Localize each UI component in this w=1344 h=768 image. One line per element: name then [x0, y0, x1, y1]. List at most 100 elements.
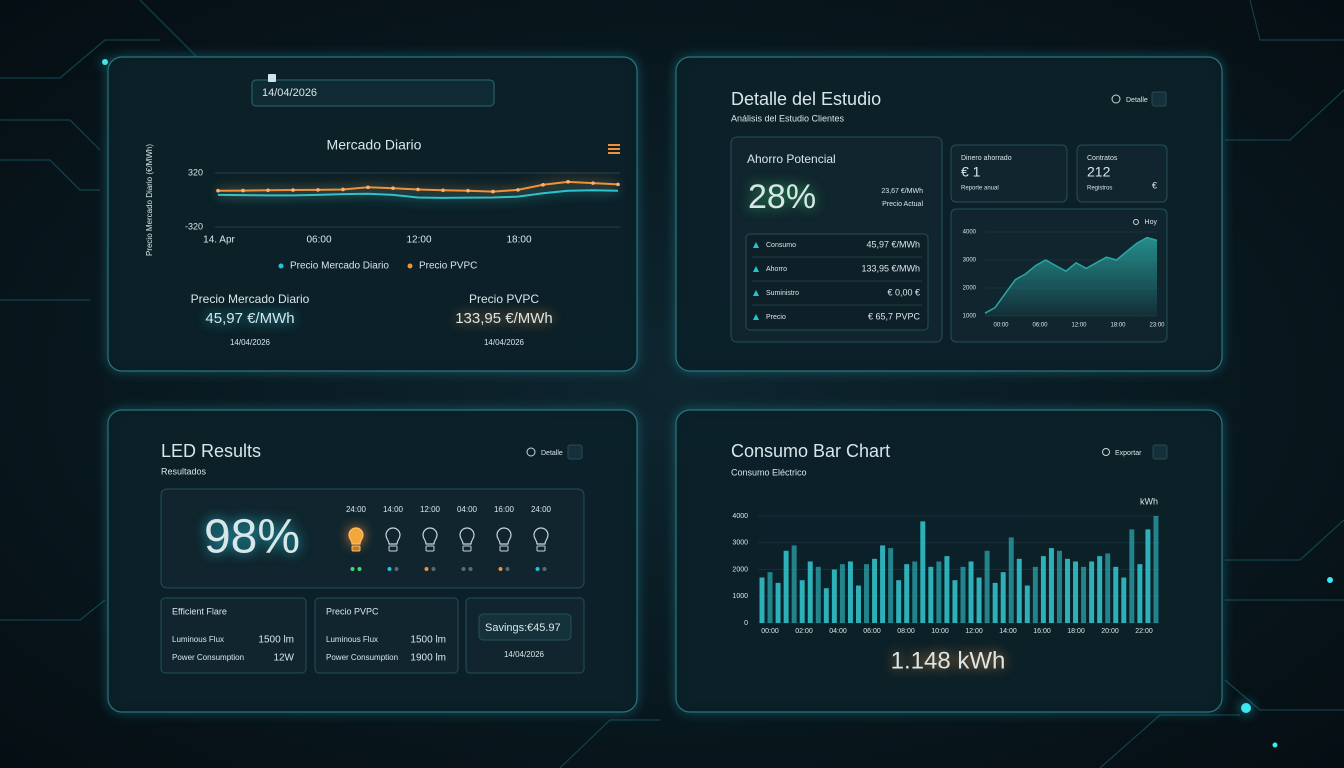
- bar: [1113, 566, 1119, 623]
- bar: [855, 585, 861, 623]
- spec-label: Luminous Flux: [172, 635, 224, 644]
- x-tick-label: 10:00: [931, 628, 949, 635]
- hour-label: 14:00: [383, 505, 404, 514]
- date-value: 14/04/2026: [262, 87, 317, 99]
- led-value: 98%: [204, 511, 300, 564]
- savings-date: 14/04/2026: [504, 650, 545, 659]
- line-point: [291, 188, 295, 192]
- savings-value: 28%: [748, 178, 816, 216]
- status-dot: [505, 567, 510, 571]
- bar: [775, 582, 781, 623]
- bar: [888, 548, 894, 623]
- y-tick-label: 320: [188, 167, 203, 177]
- export-button[interactable]: Exportar: [1115, 450, 1142, 457]
- bar: [1040, 556, 1046, 623]
- legend-label: Precio Mercado Diario: [290, 261, 389, 272]
- legend-swatch: [278, 263, 284, 269]
- detail-button[interactable]: Detalle: [1126, 97, 1148, 104]
- status-dot: [535, 567, 540, 571]
- stat-label: Precio Mercado Diario: [191, 292, 310, 306]
- bar: [968, 561, 974, 623]
- bar: [928, 566, 934, 623]
- status-dot: [357, 567, 362, 571]
- savings-pill: [478, 613, 572, 641]
- bulb-icon: [422, 527, 438, 545]
- hour-label: 24:00: [346, 505, 367, 514]
- spec-label: Power Consumption: [326, 653, 398, 662]
- card-title: Precio PVPC: [326, 606, 379, 616]
- bar: [1056, 550, 1062, 623]
- bar: [799, 580, 805, 623]
- row-value: € 65,7 PVPC: [868, 311, 921, 321]
- x-tick-label: 14:00: [999, 628, 1017, 635]
- row-label: Suministro: [766, 290, 799, 297]
- edit-button[interactable]: [1152, 444, 1168, 460]
- row-value: 133,95 €/MWh: [861, 263, 920, 273]
- x-tick-label: 04:00: [829, 628, 847, 635]
- bulb-base: [462, 545, 472, 552]
- stat-date: 14/04/2026: [230, 338, 271, 347]
- hour-label: 24:00: [531, 505, 552, 514]
- line-point: [566, 180, 570, 184]
- date-input[interactable]: [251, 79, 495, 107]
- x-tick-label: 08:00: [897, 628, 915, 635]
- bar: [1145, 529, 1151, 623]
- bar: [1137, 564, 1143, 623]
- spec-card: [314, 597, 459, 674]
- bar: [880, 545, 886, 623]
- detail-button[interactable]: Detalle: [541, 450, 563, 457]
- bar: [1008, 537, 1014, 623]
- led-box: [160, 488, 585, 589]
- menu-button[interactable]: [1151, 91, 1167, 107]
- line-point: [416, 187, 420, 192]
- spec-value: 1500 lm: [258, 635, 294, 646]
- bar: [1129, 529, 1135, 623]
- status-dot: [424, 567, 429, 571]
- card-title: Contratos: [1087, 155, 1118, 162]
- x-tick-label: 06:00: [863, 628, 881, 635]
- row-icon: [753, 314, 759, 320]
- x-tick-label: 16:00: [1033, 628, 1051, 635]
- bulb-icon: [348, 527, 364, 545]
- spec-value: 1900 lm: [410, 653, 446, 664]
- line-point: [541, 183, 545, 187]
- line-point: [591, 181, 595, 185]
- line-point: [316, 188, 320, 192]
- menu-button[interactable]: [567, 444, 583, 460]
- panel-title: LED Results: [161, 441, 261, 461]
- bar: [823, 588, 829, 623]
- line-point: [616, 182, 620, 187]
- x-tick-label: 18:00: [1110, 323, 1126, 329]
- stat-value: 133,95 €/MWh: [455, 310, 553, 327]
- status-dot: [542, 567, 547, 571]
- hour-label: 16:00: [494, 505, 515, 514]
- line-point: [516, 188, 520, 192]
- bar: [976, 577, 982, 623]
- stat-card: [950, 144, 1068, 203]
- legend-label: Precio PVPC: [419, 261, 477, 272]
- hour-label: 04:00: [457, 505, 478, 514]
- y-axis-label: Precio Mercado Diario (€/MWh): [145, 144, 154, 256]
- bar: [767, 572, 773, 623]
- bulb-icon: [533, 527, 549, 545]
- panel-subtitle: Análisis del Estudio Clientes: [731, 113, 845, 123]
- bar: [896, 580, 902, 623]
- stat-card: [1076, 144, 1168, 203]
- bar: [904, 564, 910, 623]
- area-series: [985, 237, 1157, 316]
- refresh-icon: [526, 447, 536, 457]
- bar: [1153, 516, 1159, 623]
- spec-value: 1500 lm: [410, 635, 446, 646]
- bulb-base: [536, 545, 546, 552]
- area-line: [984, 236, 1158, 314]
- bar: [936, 561, 942, 623]
- y-tick-label: 2000: [732, 566, 748, 573]
- panel-subtitle: Consumo Eléctrico: [731, 467, 807, 477]
- bar: [872, 558, 878, 623]
- bar: [815, 566, 821, 623]
- y-tick-label: 1000: [732, 593, 748, 600]
- legend-label: Hoy: [1145, 219, 1158, 226]
- status-dot: [468, 567, 473, 571]
- line-point: [341, 187, 345, 192]
